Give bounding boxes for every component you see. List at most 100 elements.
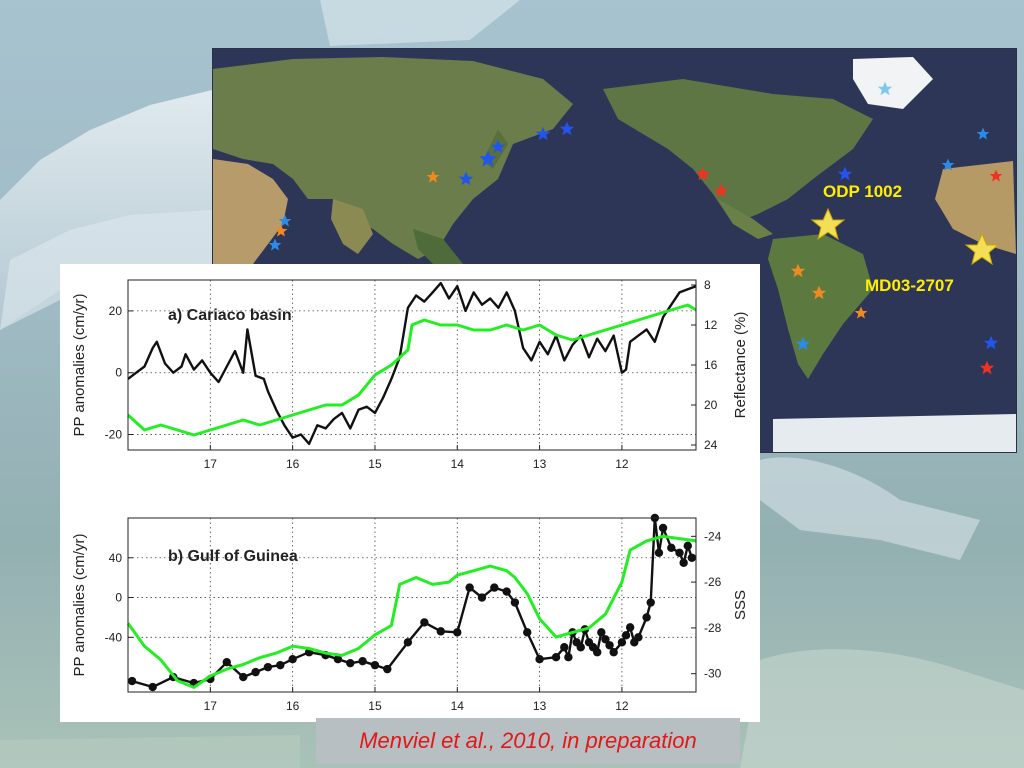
chart-b-point <box>333 654 343 664</box>
chart-b-point <box>576 643 585 652</box>
chart-b-point <box>601 635 610 644</box>
chart-b-point <box>370 660 380 670</box>
chart-b-series-1 <box>126 534 697 689</box>
chart-b-ytick-label: -40 <box>105 630 123 644</box>
star-icon <box>559 121 575 136</box>
greenland-landmass <box>853 57 933 109</box>
chart-b-point <box>658 523 668 533</box>
chart-b-point <box>477 593 487 602</box>
chart-b-ylabel-right: SSS <box>732 590 749 620</box>
chart-b-point <box>646 598 655 607</box>
chart-a-ytick-label: -20 <box>105 428 123 442</box>
chart-b-point <box>621 631 631 640</box>
star-icon <box>983 335 999 350</box>
star-icon <box>458 171 474 186</box>
chart-b-frame <box>127 517 697 693</box>
chart-b-point <box>239 672 248 682</box>
star-icon <box>795 336 811 351</box>
chart-b-point <box>276 660 285 670</box>
chart-b-point <box>605 641 614 650</box>
chart-b-point <box>617 638 627 647</box>
star-icon <box>811 285 827 300</box>
chart-a-title: a) Cariaco basin <box>168 307 292 324</box>
chart-a-xtick-label: 17 <box>204 457 218 471</box>
chart-b-point <box>358 656 367 666</box>
chart-b-series-0 <box>131 516 694 689</box>
chart-b-point <box>510 598 520 607</box>
chart-a-ytick-right-label: 12 <box>704 318 718 332</box>
chart-b-point <box>222 657 231 667</box>
central-america-landmass <box>718 199 773 239</box>
star-icon <box>278 214 292 227</box>
chart-b-point <box>564 653 573 662</box>
chart-b-ytick-label: 0 <box>115 591 122 605</box>
chart-b-xtick-label: 16 <box>286 699 300 713</box>
chart-b-point <box>436 627 446 636</box>
chart-a-ytick-right-label: 8 <box>704 278 711 292</box>
chart-b-point <box>551 653 561 662</box>
west-africa-landmass <box>935 161 1016 254</box>
chart-a-xtick-label: 16 <box>286 457 300 471</box>
antarctica-landmass <box>773 414 1016 452</box>
chart-a-ytick-right-label: 16 <box>704 358 718 372</box>
chart-b-point <box>609 648 618 657</box>
chart-b-point <box>148 682 157 692</box>
star-icon <box>713 183 729 198</box>
chart-b-xtick-label: 12 <box>615 699 629 713</box>
chart-b-point <box>263 662 273 672</box>
chart-b-point <box>593 648 602 657</box>
site-label-odp1002: ODP 1002 <box>823 182 902 201</box>
chart-b-point <box>403 638 413 647</box>
chart-b-point <box>654 548 664 557</box>
southeast-asia-landmass <box>413 229 463 274</box>
charts-panel: 17 16 15 14 13 12 20 0 -20 8 12 16 20 24 a) Cariaco ba… <box>60 264 760 722</box>
chart-b-ytick-right-label: -28 <box>704 621 722 635</box>
chart-b-point <box>383 664 392 674</box>
star-icon <box>479 150 497 167</box>
eurasia-landmass <box>213 57 573 259</box>
chart-b-point <box>502 587 511 596</box>
india-landmass <box>331 199 373 254</box>
chart-b-point <box>535 654 544 664</box>
chart-a-frame <box>127 279 697 451</box>
chart-b-point <box>634 633 643 642</box>
chart-a-series-0 <box>127 281 697 446</box>
chart-b-point <box>420 618 429 627</box>
chart-b-point <box>667 543 676 553</box>
chart-b-point <box>490 583 499 592</box>
chart-a-xtick-label: 15 <box>368 457 382 471</box>
star-icon <box>976 127 990 140</box>
chart-b-point <box>687 553 697 562</box>
star-icon <box>426 170 440 183</box>
chart-a-xtick-label: 12 <box>615 457 629 471</box>
chart-b-point <box>346 658 355 668</box>
star-icon <box>837 166 853 181</box>
star-icon <box>535 126 551 141</box>
chart-a-ytick-right-label: 24 <box>704 438 718 452</box>
chart-b-point <box>127 676 137 686</box>
star-icon <box>979 360 995 375</box>
chart-b-xtick-label: 15 <box>368 699 382 713</box>
star-icon <box>790 263 806 278</box>
chart-b-ytick-right-label: -26 <box>704 575 722 589</box>
star-icon <box>695 166 711 181</box>
chart-b-point <box>675 548 684 557</box>
chart-b-point <box>288 654 297 664</box>
chart-b-xtick-label: 13 <box>533 699 547 713</box>
star-icon <box>941 158 955 171</box>
chart-b-ytick-right-label: -24 <box>704 529 722 543</box>
star-icon <box>877 81 893 96</box>
chart-b-point <box>597 628 606 637</box>
chart-b-point <box>523 628 532 637</box>
chart-b-point <box>683 541 692 551</box>
star-icon <box>964 232 1000 266</box>
chart-a-ytick-label: 20 <box>109 304 123 318</box>
chart-b-point <box>642 613 651 622</box>
chart-a-series-1 <box>126 303 697 437</box>
north-america-landmass <box>603 79 873 224</box>
chart-b-ylabel: PP anomalies (cm/yr) <box>71 533 88 676</box>
star-icon <box>810 207 846 241</box>
chart-b-ytick-right-label: -30 <box>704 667 722 681</box>
star-icon <box>490 139 506 154</box>
star-icon <box>989 169 1003 182</box>
